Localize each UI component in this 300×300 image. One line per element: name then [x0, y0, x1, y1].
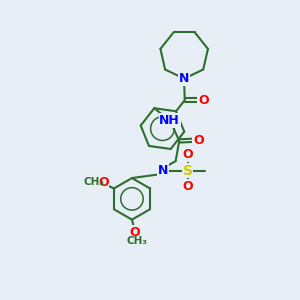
Text: S: S — [182, 164, 193, 178]
Text: O: O — [130, 226, 140, 239]
Text: O: O — [193, 134, 203, 147]
Text: O: O — [182, 180, 193, 193]
Text: N: N — [158, 164, 168, 177]
Text: O: O — [198, 94, 209, 106]
Text: N: N — [179, 72, 189, 85]
Text: O: O — [182, 148, 193, 161]
Text: CH₃: CH₃ — [126, 236, 147, 246]
Text: O: O — [98, 176, 109, 189]
Text: NH: NH — [159, 114, 180, 127]
Text: CH₃: CH₃ — [84, 177, 105, 187]
